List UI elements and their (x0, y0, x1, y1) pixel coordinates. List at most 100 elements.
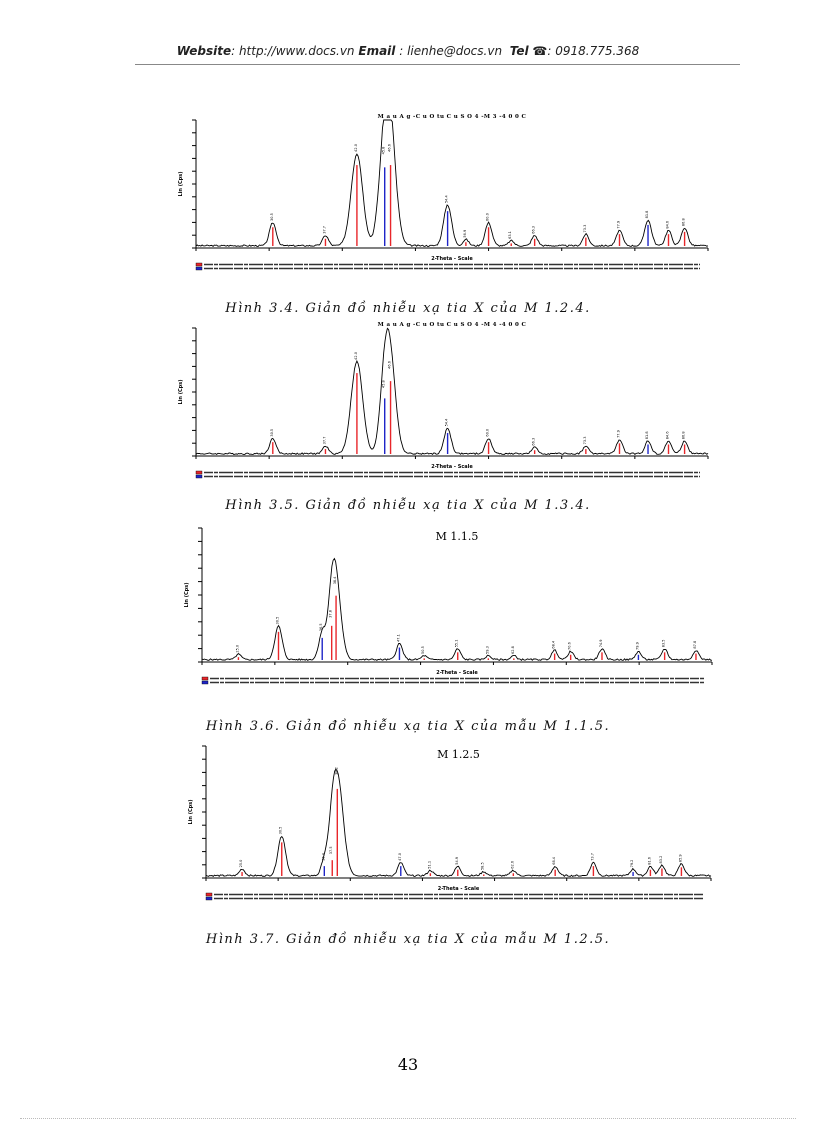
xrd-curve (195, 119, 709, 248)
peak-label: 68.4 (552, 640, 556, 649)
peak-label: 54.4 (445, 194, 449, 203)
x-axis-label: 2-Theta - Scale (431, 464, 473, 470)
peak-label: 66.3 (532, 226, 536, 234)
figure-3-4: M a u A g -C u O tu C u S O 4 -M 3 -4 0 … (172, 110, 712, 285)
peak-label: 74.9 (599, 639, 603, 647)
peak-label: 37.7 (322, 226, 326, 234)
figure-3-5-caption: Hình 3.5. Giản đồ nhiễu xạ tia X của M 1… (225, 498, 591, 513)
website-url[interactable]: : http://www.docs.vn (231, 44, 355, 58)
peak-label: 55.1 (455, 639, 459, 647)
peak-label: 42.0 (354, 144, 358, 152)
peak-label: 77.9 (616, 221, 620, 229)
tel-label: Tel (509, 44, 529, 58)
xrd-curve (195, 327, 709, 456)
page-header: Website: http://www.docs.vn Email : lien… (0, 44, 816, 58)
peak-label: 85.9 (678, 854, 682, 862)
y-axis-label: Lin (Cps) (178, 172, 184, 197)
peak-label: 86.8 (682, 431, 686, 439)
peak-label: 36.5 (319, 623, 323, 631)
peak-label: 30.5 (276, 617, 280, 625)
bottom-rule (20, 1118, 796, 1119)
peak-label: 66.3 (532, 438, 536, 446)
peak-label: 42.0 (354, 352, 358, 360)
peak-label: 87.8 (693, 641, 697, 649)
xrd-chart-3-5: M a u A g -C u O tu C u S O 4 -M 4 -4 0 … (178, 322, 709, 479)
peak-label: 54.9 (455, 857, 459, 865)
peak-label: 47.1 (396, 634, 400, 642)
peak-label: 73.3 (583, 225, 587, 233)
peak-label: 86.8 (682, 218, 686, 226)
peak-label: 46.6 (388, 361, 392, 369)
peak-label: 62.8 (511, 646, 515, 654)
peak-label: 37.7 (322, 437, 326, 445)
email-value[interactable]: : lienhe@docs.vn (395, 44, 503, 58)
peak-label: 81.6 (647, 857, 651, 865)
y-axis-label: Lin (Cps) (184, 583, 190, 608)
xrd-chart-3-4: M a u A g -C u O tu C u S O 4 -M 3 -4 0 … (178, 114, 709, 271)
page-number: 43 (397, 1055, 419, 1074)
chart-title: M a u A g -C u O tu C u S O 4 -M 3 -4 0 … (378, 114, 527, 120)
figure-3-4-caption: Hình 3.4. Giản đồ nhiễu xạ tia X của M 1… (225, 301, 591, 316)
peak-label: 73.7 (590, 853, 594, 861)
legend-swatch (195, 474, 203, 479)
figure-3-5: M a u A g -C u O tu C u S O 4 -M 4 -4 0 … (172, 318, 712, 493)
peak-label: 56.9 (463, 230, 467, 238)
peak-label: 54.4 (445, 418, 449, 427)
figure-3-6: M 1.1.5 Lin (Cps) 2-Theta - Scale 25.0 30.5 3… (172, 522, 717, 690)
peak-label: 30.5 (270, 213, 274, 221)
legend-swatch (201, 680, 209, 685)
peak-label: 77.9 (616, 430, 620, 438)
email-label: Email (358, 44, 396, 58)
peak-label: 60.0 (486, 213, 490, 221)
peak-label: 37.8 (329, 610, 333, 618)
peak-label: 58.5 (481, 862, 485, 870)
x-axis-label: 2-Theta - Scale (438, 886, 480, 892)
figure-3-6-caption: Hình 3.6. Giản đồ nhiễu xạ tia X của mẫu… (205, 719, 611, 734)
peak-label: 38.2 (334, 767, 338, 775)
chart-title: M a u A g -C u O tu C u S O 4 -M 4 -4 0 … (378, 322, 527, 328)
y-axis-label: Lin (Cps) (178, 380, 184, 405)
peak-label: 45.8 (382, 147, 386, 155)
peak-label: 60.0 (486, 429, 490, 437)
xrd-chart-3-7: M 1.2.5 Lin (Cps) 2-Theta - Scale 25.0 30.5 3… (188, 745, 712, 901)
peak-label: 81.8 (645, 211, 649, 219)
legend-swatch (195, 470, 203, 475)
peak-label: 38.4 (333, 576, 337, 585)
peak-label: 47.0 (398, 853, 402, 861)
y-axis-label: Lin (Cps) (188, 800, 194, 825)
header-rule (135, 64, 740, 65)
peak-label: 63.1 (508, 231, 512, 239)
peak-label: 50.5 (421, 646, 425, 654)
peak-label: 79.2 (630, 860, 634, 868)
chart-title: M 1.2.5 (437, 748, 480, 761)
figure-3-7-caption: Hình 3.7. Giản đồ nhiễu xạ tia X của mẫu… (205, 932, 611, 947)
tel-value: : 0918.775.368 (547, 44, 640, 58)
peak-label: 83.5 (662, 639, 666, 647)
legend-swatch (195, 262, 203, 267)
legend-swatch (205, 892, 213, 897)
peak-label: 68.4 (552, 856, 556, 865)
x-axis-label: 2-Theta - Scale (436, 670, 478, 676)
peak-label: 62.6 (510, 861, 514, 869)
peak-label: 30.5 (279, 827, 283, 835)
peak-label: 73.3 (583, 437, 587, 445)
figure-3-7: M 1.2.5 Lin (Cps) 2-Theta - Scale 25.0 30.5 3… (172, 742, 717, 902)
peak-label: 70.6 (568, 642, 572, 650)
xrd-curve (205, 768, 712, 877)
peak-label: 25.0 (239, 860, 243, 868)
peak-label: 59.3 (485, 646, 489, 654)
x-axis-label: 2-Theta - Scale (431, 256, 473, 262)
xrd-curve (201, 557, 713, 661)
peak-label: 25.0 (235, 645, 239, 653)
legend-swatch (205, 896, 213, 901)
chart-title: M 1.1.5 (436, 530, 479, 543)
peak-label: 30.5 (270, 429, 274, 437)
peak-label: 51.1 (427, 861, 431, 869)
peak-label: 37.5 (329, 846, 333, 854)
peak-label: 79.9 (635, 642, 639, 650)
phone-icon: ☎ (532, 44, 548, 58)
peak-label: 84.6 (666, 221, 670, 229)
legend-swatch (195, 266, 203, 271)
peak-label: 45.8 (382, 380, 386, 388)
peak-label: 81.8 (645, 431, 649, 439)
